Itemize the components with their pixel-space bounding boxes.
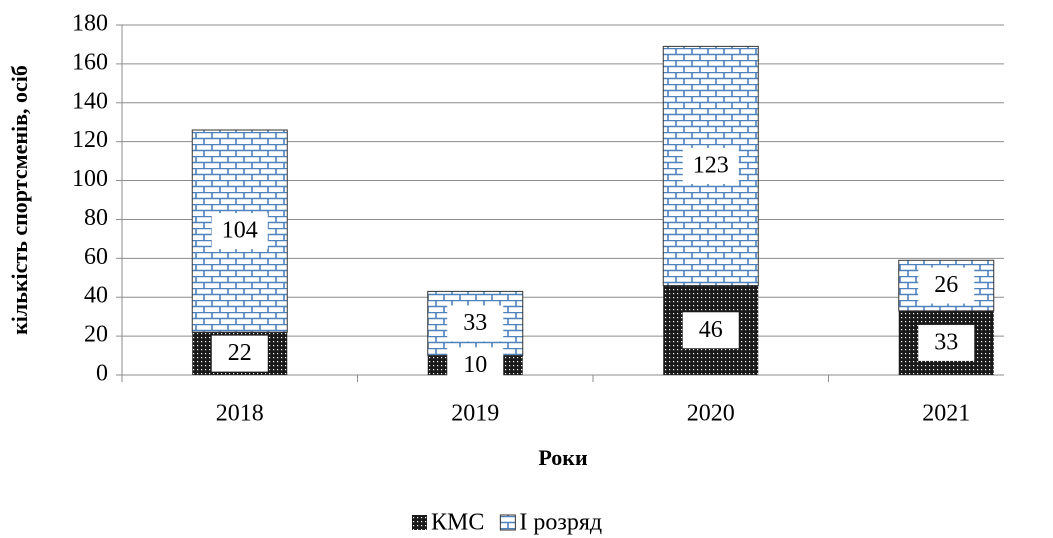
x-tick-label: 2018 [216, 401, 264, 427]
y-axis-title: кількість спортсменів, осіб [7, 65, 32, 335]
data-label: 10 [463, 352, 487, 378]
y-tick-label: 20 [84, 322, 108, 348]
data-label-bg [447, 305, 504, 342]
data-label: 46 [699, 317, 723, 343]
data-label-bg [682, 147, 739, 184]
y-tick-label: 0 [96, 361, 108, 387]
y-tick-label: 120 [72, 127, 108, 153]
legend-swatch [412, 515, 427, 530]
legend-label: I розряд [519, 510, 602, 536]
data-label: 104 [222, 218, 258, 244]
data-label: 33 [934, 329, 958, 355]
data-label: 33 [463, 310, 487, 336]
x-axis-title: Роки [538, 445, 588, 470]
data-label-bg [211, 213, 268, 250]
data-label-bg [682, 312, 739, 349]
x-tick-label: 2020 [687, 401, 735, 427]
legend-swatch [499, 514, 516, 531]
legend-label: КМС [431, 510, 484, 536]
data-label-bg [447, 347, 504, 384]
data-label-bg [918, 267, 975, 304]
data-label-bg [211, 335, 268, 372]
data-label-bg [918, 324, 975, 361]
x-tick-label: 2021 [922, 401, 970, 427]
y-tick-label: 80 [84, 205, 108, 231]
x-tick-label: 2019 [451, 401, 499, 427]
data-label: 123 [693, 152, 729, 178]
y-tick-label: 100 [72, 166, 108, 192]
data-label: 26 [934, 272, 958, 298]
y-tick-label: 180 [72, 11, 108, 37]
y-tick-label: 60 [84, 244, 108, 270]
y-tick-label: 140 [72, 88, 108, 114]
data-label: 22 [228, 340, 252, 366]
y-tick-label: 160 [72, 49, 108, 75]
y-tick-label: 40 [84, 283, 108, 309]
